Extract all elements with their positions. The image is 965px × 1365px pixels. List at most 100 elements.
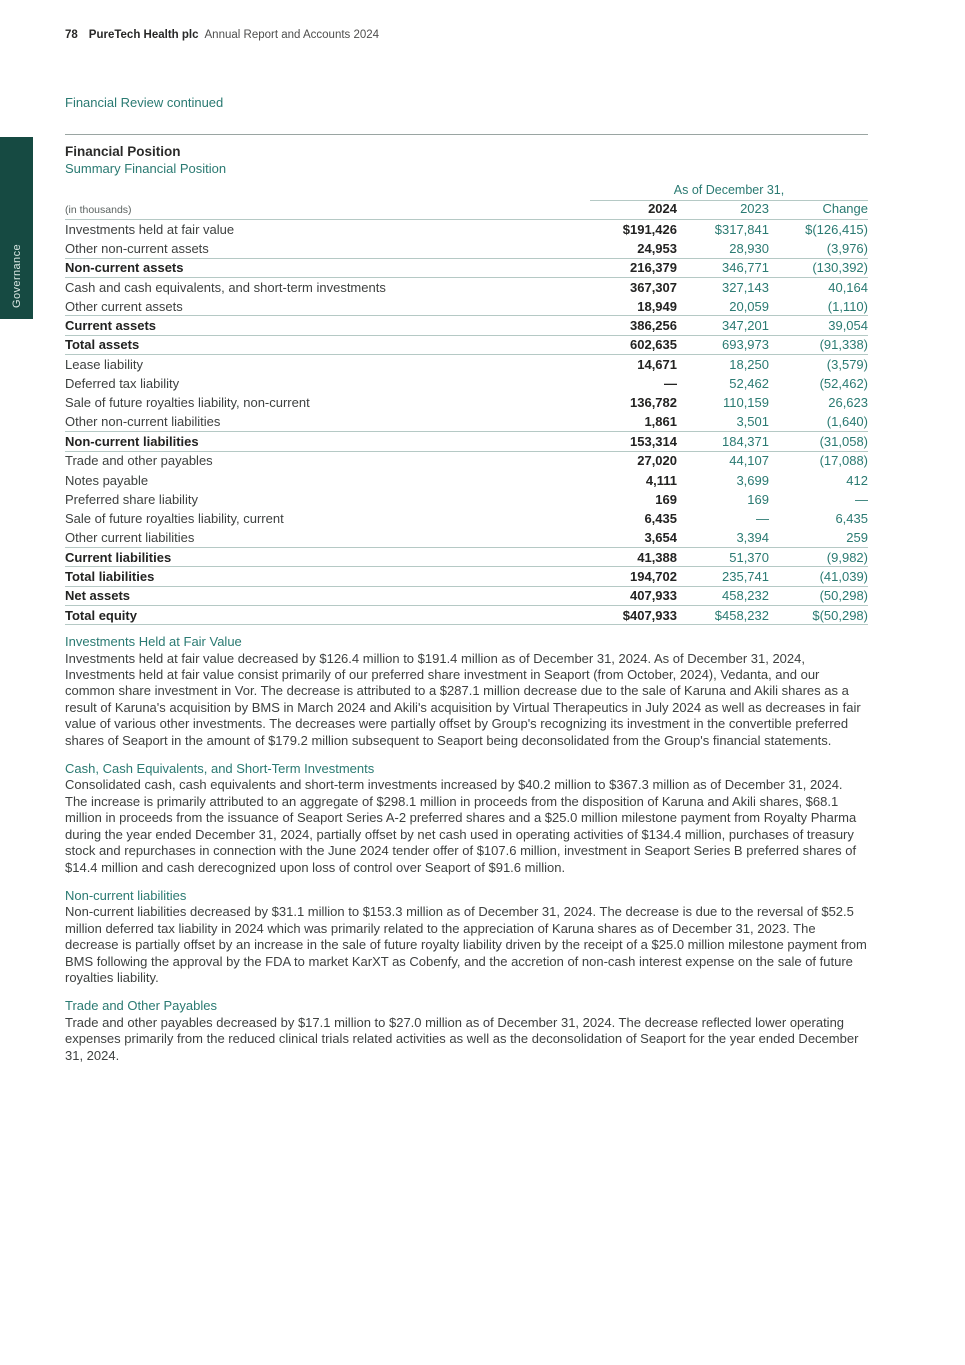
value-2024: 14,671 <box>527 354 677 374</box>
value-change: $(126,415) <box>805 221 868 237</box>
value-2024: $407,933 <box>527 604 677 626</box>
value-2024: 367,307 <box>527 276 677 297</box>
value-change: 26,623 <box>828 395 868 411</box>
value-2024: 3,654 <box>644 530 677 546</box>
table-row: Other non-current liabilities 1,861 3,501 (… <box>65 412 868 431</box>
row-label: Notes payable <box>65 472 149 488</box>
report-title: Annual Report and Accounts 2024 <box>204 29 380 41</box>
as-of-december-label: As of December 31, <box>673 183 785 197</box>
value-change: (50,298) <box>769 585 868 606</box>
table-row: Lease liability 14,671 18,250 (3,579) <box>65 354 868 374</box>
value-2024: 136,782 <box>630 395 677 411</box>
value-change: (91,338) <box>769 334 868 355</box>
value-2024: 18,949 <box>637 298 677 314</box>
value-2024: 24,953 <box>637 240 677 256</box>
value-2023: 28,930 <box>729 240 769 256</box>
row-label: Current assets <box>65 315 527 336</box>
value-2023: 693,973 <box>677 334 769 355</box>
value-2023: 184,371 <box>677 431 769 452</box>
value-2024: 6,435 <box>644 511 677 527</box>
table-row: Net assets 407,933 458,232 (50,298) <box>65 585 868 606</box>
value-change: (17,088) <box>769 450 868 471</box>
table-row: Non-current assets 216,379 346,771 (130,392… <box>65 257 868 278</box>
value-2024: 27,020 <box>527 450 677 471</box>
row-label: Other current liabilities <box>65 530 195 546</box>
row-label: Current liabilities <box>65 547 527 567</box>
row-label: Sale of future royalties liability, non-… <box>65 395 310 411</box>
value-2023: 458,232 <box>677 585 769 606</box>
section-heading: Trade and Other Payables <box>65 998 217 1014</box>
row-label: Investments held at fair value <box>65 221 235 237</box>
value-change: 259 <box>846 530 868 546</box>
section-cash-and-short-term-investments: Cash, Cash Equivalents, and Short-Term I… <box>65 761 868 876</box>
row-label: Lease liability <box>65 354 527 374</box>
row-label: Other non-current liabilities <box>65 414 221 430</box>
narrative-sections: Investments Held at Fair Value Investmen… <box>65 634 868 1064</box>
value-change: 39,054 <box>769 315 868 336</box>
row-label: Non-current liabilities <box>65 431 527 452</box>
value-2023: $317,841 <box>714 221 769 237</box>
row-label: Total liabilities <box>65 566 527 587</box>
summary-financial-position-subtitle: Summary Financial Position <box>65 161 227 176</box>
table-row: Other current assets 18,949 20,059 (1,110) <box>65 297 868 316</box>
value-2023: 110,159 <box>722 395 769 411</box>
value-2023: 327,143 <box>677 276 769 297</box>
table-row: Investments held at fair value $191,426 $3… <box>65 220 868 239</box>
value-2023: 169 <box>747 491 769 507</box>
section-body: Consolidated cash, cash equivalents and … <box>65 777 857 875</box>
section-divider-rule <box>65 134 868 135</box>
row-label: Cash and cash equivalents, and short-ter… <box>65 276 527 297</box>
column-header-2023: 2023 <box>677 201 769 220</box>
column-header-2024: 2024 <box>527 201 677 220</box>
value-2024: 169 <box>655 491 677 507</box>
value-change: (130,392) <box>769 257 868 278</box>
governance-section-tab: Governance <box>0 137 33 319</box>
company-name: PureTech Health plc <box>88 29 199 41</box>
value-2024: 407,933 <box>527 585 677 606</box>
row-label: Other current assets <box>65 298 183 314</box>
row-label: Net assets <box>65 585 527 606</box>
table-row: Trade and other payables 27,020 44,107 (17,… <box>65 450 868 471</box>
section-non-current-liabilities: Non-current liabilities Non-current liab… <box>65 888 868 986</box>
value-2023: 3,501 <box>736 414 769 430</box>
value-2024: 602,635 <box>527 334 677 355</box>
value-change: (1,110) <box>827 298 868 314</box>
value-2024: 41,388 <box>527 547 677 567</box>
table-row: Other current liabilities 3,654 3,394 259 <box>65 528 868 547</box>
section-investments-held-at-fair-value: Investments Held at Fair Value Investmen… <box>65 634 868 749</box>
table-row: Total equity $407,933 $458,232 $(50,298) <box>65 604 868 626</box>
table-group-header: As of December 31, <box>590 183 868 201</box>
table-body: Investments held at fair value $191,426 $3… <box>65 220 868 626</box>
value-2023: 44,107 <box>677 450 769 471</box>
main-content: Financial Review continued Financial Pos… <box>65 96 868 1064</box>
value-2023: 3,699 <box>736 472 769 488</box>
row-label: Non-current assets <box>65 257 527 278</box>
section-heading: Cash, Cash Equivalents, and Short-Term I… <box>65 761 375 777</box>
table-row: Non-current liabilities 153,314 184,371 (31… <box>65 431 868 452</box>
row-label: Total assets <box>65 334 527 355</box>
value-2023: — <box>756 511 769 527</box>
financial-review-continued-heading: Financial Review continued <box>65 95 224 110</box>
value-2023: 346,771 <box>677 257 769 278</box>
section-heading: Investments Held at Fair Value <box>65 634 242 650</box>
section-body: Non-current liabilities decreased by $31… <box>65 904 867 985</box>
table-row: Preferred share liability 169 169 — <box>65 490 868 509</box>
value-2023: 3,394 <box>736 530 769 546</box>
table-row: Deferred tax liability — 52,462 (52,462) <box>65 374 868 393</box>
financial-position-title: Financial Position <box>65 144 181 159</box>
value-2024: 1,861 <box>644 414 677 430</box>
value-change: 6,435 <box>835 511 868 527</box>
table-row: Total liabilities 194,702 235,741 (41,039) <box>65 566 868 587</box>
value-change: (1,640) <box>826 414 868 430</box>
table-row: Notes payable 4,111 3,699 412 <box>65 470 868 489</box>
value-2023: 20,059 <box>729 298 769 314</box>
page-header: 78 PureTech Health plc Annual Report and A… <box>65 29 379 41</box>
row-label: Other non-current assets <box>65 240 209 256</box>
value-2024: $191,426 <box>622 221 677 237</box>
row-label: Trade and other payables <box>65 450 527 471</box>
value-2023: $458,232 <box>677 604 769 626</box>
table-row: Sale of future royalties liability, non-… <box>65 393 868 412</box>
section-trade-and-other-payables: Trade and Other Payables Trade and other… <box>65 998 868 1064</box>
value-2023: 51,370 <box>677 547 769 567</box>
row-label: Preferred share liability <box>65 491 198 507</box>
